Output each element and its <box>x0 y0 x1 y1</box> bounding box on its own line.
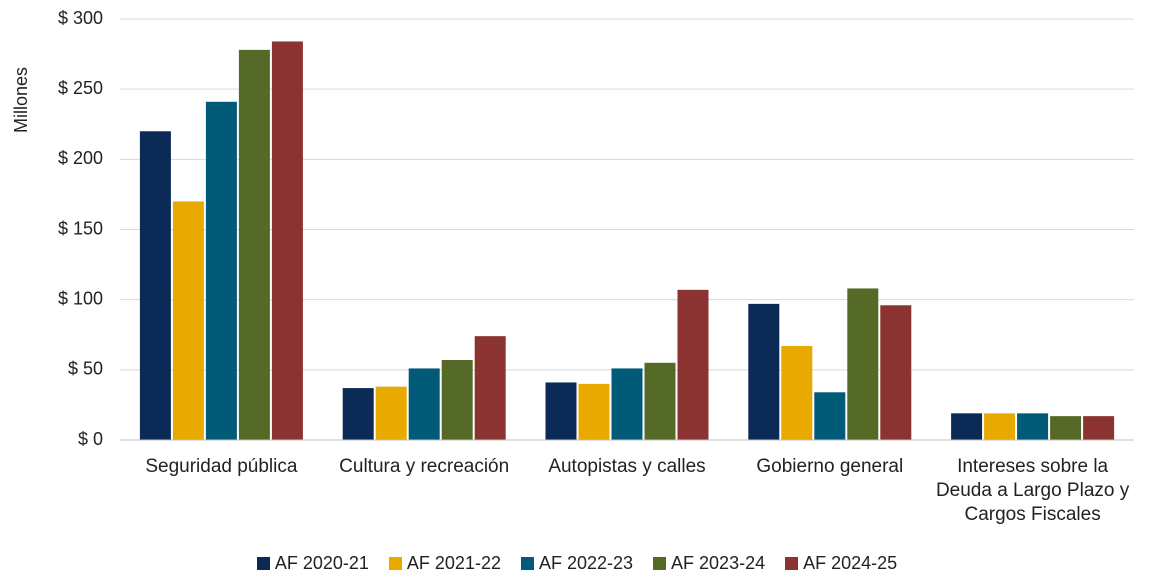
y-tick-label: $ 0 <box>78 429 103 449</box>
legend-swatch <box>653 557 667 570</box>
legend-label: AF 2022-23 <box>538 553 634 573</box>
bar <box>545 382 577 440</box>
legend-item: AF 2023-24 <box>653 553 765 574</box>
bar <box>375 386 407 440</box>
bar <box>578 383 610 440</box>
bar <box>1017 413 1049 440</box>
legend-label: AF 2024-25 <box>803 553 898 573</box>
y-tick-label: $ 200 <box>58 148 103 168</box>
bar <box>677 289 709 440</box>
y-axis-label: Millones <box>11 67 31 133</box>
bar <box>342 388 374 440</box>
bar <box>441 360 473 440</box>
bar <box>847 288 879 440</box>
legend-item: AF 2024-25 <box>785 553 897 574</box>
legend-swatch <box>388 557 402 570</box>
bar <box>408 368 440 440</box>
bar <box>814 392 846 440</box>
legend-label: AF 2021-22 <box>406 553 501 573</box>
bar <box>474 336 506 440</box>
legend-item: AF 2020-21 <box>256 553 369 574</box>
bar <box>139 131 171 440</box>
x-tick-label: Intereses sobre la Deuda a Largo Plazo y… <box>935 456 1130 525</box>
legend-item: AF 2021-22 <box>388 553 501 574</box>
y-tick-label: $ 50 <box>68 359 103 379</box>
x-tick-label: Seguridad pública <box>145 456 298 477</box>
bar <box>880 305 912 440</box>
x-tick-label: Cultura y recreación <box>339 456 510 477</box>
bar <box>748 303 780 440</box>
bar <box>1050 416 1082 440</box>
bar <box>238 49 270 441</box>
legend-swatch <box>785 557 799 570</box>
x-tick-label: Gobierno general <box>756 456 904 477</box>
legend-swatch <box>256 557 270 570</box>
y-tick-label: $ 150 <box>58 218 103 238</box>
bar <box>984 413 1016 440</box>
bar <box>172 201 204 440</box>
y-tick-label: $ 100 <box>58 288 103 308</box>
legend-label: AF 2020-21 <box>274 553 369 573</box>
bar <box>644 362 676 440</box>
x-tick-label: Autopistas y calles <box>548 456 706 477</box>
legend-item: AF 2022-23 <box>520 553 634 574</box>
legend-swatch <box>520 557 534 570</box>
legend-label: AF 2023-24 <box>671 553 766 573</box>
bar <box>271 41 303 440</box>
bar <box>951 413 983 440</box>
y-tick-label: $ 250 <box>58 78 103 98</box>
legend: AF 2020-21 AF 2021-22 AF 2022-23 AF 2023-24… <box>0 553 1154 574</box>
bar <box>611 368 643 440</box>
y-tick-label: $ 300 <box>58 8 103 28</box>
bar <box>781 345 813 440</box>
bar <box>205 101 237 441</box>
bar <box>1083 416 1115 440</box>
